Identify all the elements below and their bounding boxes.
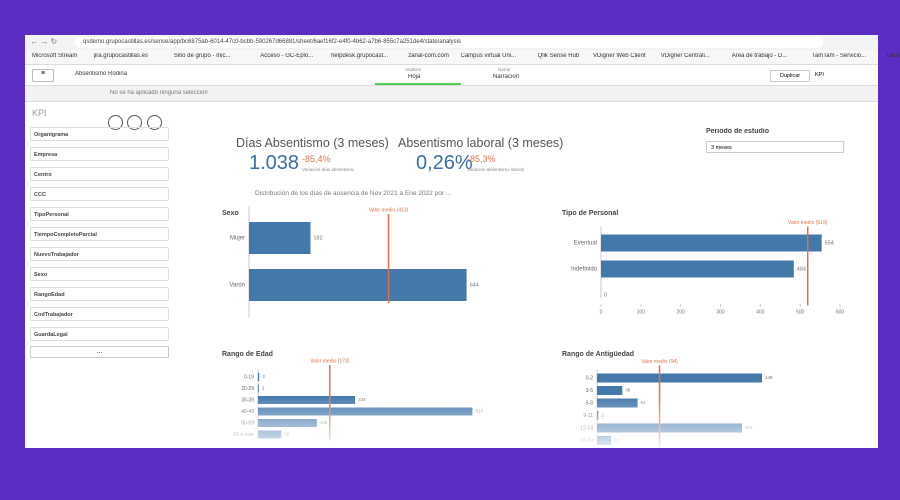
kpi-value: 1.038 bbox=[249, 152, 300, 174]
tab[interactable]: Hoja bbox=[408, 74, 421, 80]
filter-item[interactable]: TipoPersonal bbox=[30, 207, 169, 221]
filter-item[interactable]: CCC bbox=[30, 187, 169, 201]
tab-small: Narrar bbox=[498, 67, 511, 72]
filter-item[interactable]: GuardaLegal bbox=[30, 327, 169, 341]
category-label: 0-2 bbox=[586, 375, 593, 381]
value-label: 554 bbox=[825, 240, 834, 246]
value-label: 644 bbox=[470, 282, 479, 288]
bookmark[interactable]: Área de trabajo - D... bbox=[731, 53, 788, 59]
bookmark[interactable]: Sitio de grupo - Inic... bbox=[173, 53, 231, 59]
bookmark[interactable]: Microsoft Stream bbox=[32, 53, 78, 59]
value-label: 0 bbox=[604, 292, 607, 298]
bookmark[interactable]: TamTamGeo bbox=[885, 53, 900, 59]
bar bbox=[258, 373, 260, 381]
chart-title: Rango de Antigüedad bbox=[562, 351, 634, 358]
category-label: Eventual bbox=[574, 241, 597, 247]
tab[interactable]: Narración bbox=[493, 74, 520, 80]
reference-label: Valor medio (519) bbox=[788, 220, 828, 226]
x-tick-label: 0 bbox=[600, 309, 603, 315]
x-tick-label: 600 bbox=[836, 309, 845, 315]
x-tick-label: 100 bbox=[637, 309, 646, 315]
bookmark[interactable]: Qlik Sense Hub bbox=[537, 53, 580, 59]
bar bbox=[601, 234, 822, 252]
kpi-change: -85,4% bbox=[302, 154, 331, 164]
value-label: 2 bbox=[262, 386, 265, 391]
x-tick-label: 400 bbox=[756, 309, 765, 315]
url-bar[interactable]: qsdemo.grupocastillas.es/sense/app/bc687… bbox=[75, 37, 823, 48]
kpi-caption: Variación absentismo laboral bbox=[467, 167, 525, 172]
reference-label: Valor medio (94) bbox=[641, 359, 678, 365]
bar bbox=[249, 269, 467, 301]
category-label: 20-29 bbox=[241, 386, 254, 392]
kpi-change: -85,3% bbox=[467, 154, 496, 164]
qlik-toolbar bbox=[25, 65, 878, 86]
kpi-title: Absentismo laboral (3 meses) bbox=[398, 136, 564, 150]
category-label: 0-19 bbox=[244, 374, 254, 380]
reference-label: Valor medio (173) bbox=[310, 358, 350, 364]
x-tick-label: 200 bbox=[676, 309, 685, 315]
bookmark[interactable]: TamTam - Servicio... bbox=[811, 53, 867, 59]
value-label: 484 bbox=[797, 266, 806, 272]
filter-item[interactable]: NuevoTrabajador bbox=[30, 247, 169, 261]
x-tick-label: 500 bbox=[796, 309, 805, 315]
more-filters[interactable]: ... bbox=[30, 346, 169, 358]
value-label: 38 bbox=[625, 388, 631, 393]
app-name: Absentismo Ródina bbox=[75, 71, 128, 77]
nav-buttons[interactable]: ← → ↻ bbox=[30, 37, 58, 46]
filter-item[interactable]: TiempoCompletoParcial bbox=[30, 227, 169, 241]
bar bbox=[597, 373, 763, 383]
bookmark[interactable]: Campus virtual Uni... bbox=[460, 53, 517, 59]
bar bbox=[249, 222, 311, 254]
reference-label: Valor medio (413) bbox=[369, 207, 409, 213]
bookmark[interactable]: jira.grupocastillas.es bbox=[93, 53, 148, 59]
fade-overlay bbox=[25, 395, 878, 448]
filter-item[interactable]: RangoEdad bbox=[30, 287, 169, 301]
x-tick-label: 300 bbox=[716, 309, 725, 315]
filter-item[interactable]: Sexo bbox=[30, 267, 169, 281]
more-button[interactable] bbox=[147, 115, 162, 130]
category-label: Indefinido bbox=[571, 267, 598, 273]
kpi-caption: Variación días absentismo bbox=[302, 167, 355, 172]
category-label: Varón bbox=[229, 283, 245, 289]
value-label: 248 bbox=[765, 375, 773, 380]
filter-item[interactable]: Empresa bbox=[30, 147, 169, 161]
filter-item[interactable]: CodTrabajador bbox=[30, 307, 169, 321]
value-label: 182 bbox=[313, 235, 322, 241]
bookmark[interactable]: VDigner Web Client bbox=[593, 53, 646, 59]
period-label: Periodo de estudio bbox=[706, 128, 770, 135]
sheet-name: KPI bbox=[815, 72, 824, 78]
bookmarks-bar bbox=[25, 50, 878, 65]
bookmark[interactable]: Acceso - GC-Eplo... bbox=[260, 53, 314, 59]
expand-button[interactable] bbox=[127, 115, 142, 130]
chart-title: Tipo de Personal bbox=[562, 210, 618, 217]
bar bbox=[597, 386, 623, 395]
distribution-note: Distribución de los días de ausencia de … bbox=[255, 190, 452, 197]
chart-title: Rango de Edad bbox=[222, 351, 273, 358]
bookmark[interactable]: zanal-com.com bbox=[408, 53, 449, 59]
filter-item[interactable]: Organigrama bbox=[30, 127, 169, 141]
period-dropdown[interactable]: 3 meses bbox=[706, 141, 844, 153]
category-label: 3-5 bbox=[586, 388, 593, 394]
bookmark[interactable]: VDigner Centrali... bbox=[660, 53, 710, 59]
duplicate-button[interactable]: Duplicar bbox=[770, 70, 810, 82]
value-label: 3 bbox=[262, 374, 265, 379]
kpi-value: 0,26% bbox=[416, 152, 473, 174]
selection-bar bbox=[25, 86, 878, 102]
bookmark[interactable]: helpdesk.grupocast... bbox=[331, 53, 389, 59]
menu-button[interactable]: ≡ bbox=[32, 69, 54, 82]
category-label: Mujer bbox=[230, 236, 245, 242]
info-button[interactable] bbox=[108, 115, 123, 130]
bar bbox=[601, 260, 794, 278]
tab-underline bbox=[375, 83, 461, 85]
selection-text: No se ha aplicado ninguna selección bbox=[110, 90, 208, 96]
bar bbox=[258, 384, 259, 393]
kpi-title: Días Absentismo (3 meses) bbox=[236, 136, 389, 150]
filter-item[interactable]: Centro bbox=[30, 167, 169, 181]
chart-title: Sexo bbox=[222, 210, 239, 217]
panel-title: KPI bbox=[32, 108, 47, 118]
tab-small: Analizar bbox=[405, 67, 422, 72]
